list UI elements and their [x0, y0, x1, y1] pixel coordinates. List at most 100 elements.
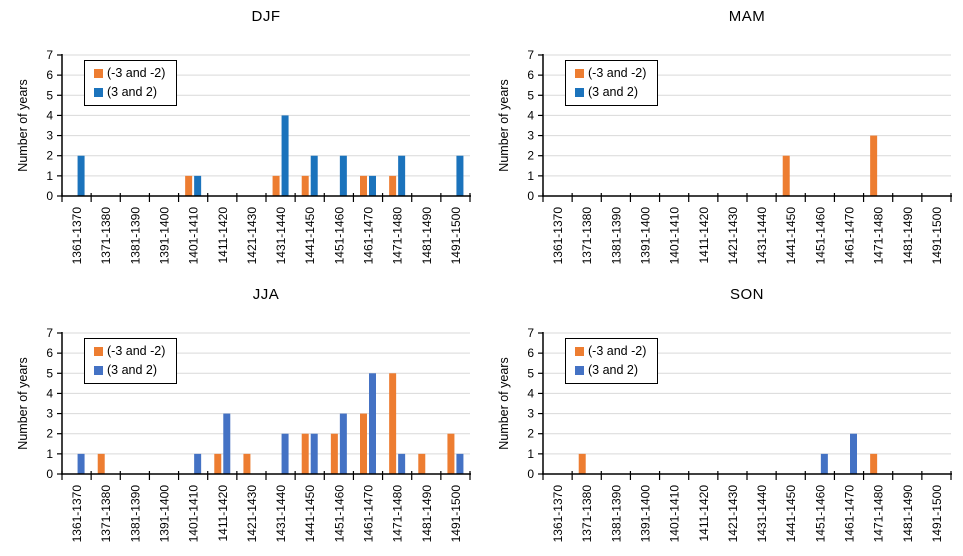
legend-label: (-3 and -2) — [588, 344, 647, 358]
y-tick-label: 0 — [527, 189, 534, 203]
x-tick-label: 1491-1500 — [930, 207, 944, 265]
legend-swatch-negative — [94, 68, 103, 78]
x-tick-label: 1371-1380 — [580, 207, 594, 265]
chart-title: MAM — [728, 8, 766, 25]
plot-area: 0 1 2 3 4 5 6 7 1361-1370 1371-1380 1381-1390 1391-… — [527, 326, 952, 543]
y-tick-label: 6 — [46, 68, 53, 82]
legend: (-3 and -2) (3 and 2) — [565, 338, 659, 384]
x-tick-label: 1491-1500 — [449, 207, 463, 265]
bar — [310, 155, 318, 196]
bar — [281, 433, 289, 474]
x-tick-label: 1411-1420 — [216, 485, 230, 542]
y-tick-label: 5 — [46, 88, 53, 102]
x-tick-label: 1381-1390 — [128, 207, 142, 265]
legend: (-3 and -2) (3 and 2) — [84, 60, 178, 106]
x-tick-label: 1401-1410 — [187, 207, 201, 265]
bar — [214, 453, 222, 474]
bar — [456, 155, 464, 196]
y-tick-label: 6 — [527, 346, 534, 360]
y-tick-label: 3 — [527, 407, 534, 421]
bar — [782, 155, 790, 196]
legend-item: (-3 and -2) — [575, 344, 646, 358]
x-tick-label: 1421-1430 — [245, 485, 259, 543]
bar — [339, 413, 347, 474]
x-tick-label: 1371-1380 — [99, 207, 113, 265]
x-tick-label: 1451-1460 — [332, 485, 346, 543]
legend-swatch-negative — [94, 346, 103, 356]
y-tick-label: 1 — [527, 447, 534, 461]
bar — [360, 413, 367, 474]
x-tick-label: 1391-1400 — [158, 207, 172, 265]
bar — [281, 115, 289, 196]
legend-swatch-positive — [575, 87, 584, 97]
x-tick-label: 1461-1470 — [362, 485, 376, 543]
y-tick-label: 6 — [46, 346, 53, 360]
y-tick-label: 6 — [527, 68, 534, 82]
y-tick-label: 1 — [527, 169, 534, 183]
legend-label: (-3 and -2) — [107, 66, 166, 80]
x-tick-label: 1471-1480 — [872, 207, 886, 265]
x-tick-label: 1481-1490 — [901, 485, 915, 543]
legend-swatch-positive — [94, 87, 103, 97]
x-tick-label: 1441-1450 — [784, 485, 798, 543]
x-tick-label: 1451-1460 — [813, 207, 827, 265]
y-tick-label: 4 — [46, 108, 53, 122]
y-tick-label: 2 — [527, 427, 534, 441]
x-tick-label: 1391-1400 — [639, 207, 653, 265]
x-tick-label: 1361-1370 — [70, 207, 84, 265]
y-tick-label: 0 — [46, 467, 53, 481]
bar — [310, 433, 318, 474]
bar — [389, 175, 397, 196]
chart-title: SON — [729, 286, 764, 303]
x-tick-label: 1431-1440 — [755, 207, 769, 265]
y-tick-label: 7 — [46, 48, 53, 62]
y-tick-label: 5 — [46, 366, 53, 380]
legend-item: (-3 and -2) — [575, 66, 646, 80]
bar — [398, 453, 406, 474]
bar — [97, 453, 105, 474]
bar — [301, 433, 309, 474]
x-tick-label: 1481-1490 — [901, 207, 915, 265]
legend-item: (-3 and -2) — [94, 344, 165, 358]
bar — [330, 433, 338, 474]
bar — [418, 453, 426, 474]
x-tick-label: 1481-1490 — [420, 207, 434, 265]
legend: (-3 and -2) (3 and 2) — [565, 60, 659, 106]
x-tick-label: 1421-1430 — [726, 207, 740, 265]
y-tick-label: 0 — [527, 467, 534, 481]
x-tick-label: 1431-1440 — [274, 207, 288, 265]
bar — [223, 413, 231, 474]
y-tick-label: 5 — [527, 366, 534, 380]
x-tick-label: 1381-1390 — [609, 207, 623, 265]
bar — [456, 453, 464, 474]
bar — [301, 175, 309, 196]
legend-item: (-3 and -2) — [94, 66, 165, 80]
y-tick-label: 4 — [527, 108, 534, 122]
x-tick-label: 1391-1400 — [158, 485, 172, 543]
bar — [398, 155, 406, 196]
bar — [339, 155, 347, 196]
bar — [578, 453, 586, 474]
x-tick-label: 1471-1480 — [391, 207, 405, 265]
bar — [369, 373, 376, 474]
x-tick-label: 1361-1370 — [551, 485, 565, 543]
legend-swatch-positive — [94, 365, 103, 375]
bar — [360, 175, 367, 196]
y-tick-label: 4 — [527, 386, 534, 400]
x-tick-label: 1381-1390 — [128, 485, 142, 543]
y-tick-label: 2 — [46, 149, 53, 163]
bar — [194, 175, 202, 196]
x-tick-label: 1431-1440 — [755, 485, 769, 543]
x-tick-label: 1411-1420 — [697, 485, 711, 542]
x-tick-label: 1461-1470 — [362, 207, 376, 265]
chart-panel-djf: DJF Number of years 0 1 2 3 4 5 6 7 1361-1370 137… — [0, 0, 481, 278]
bar — [194, 453, 202, 474]
y-tick-label: 0 — [46, 189, 53, 203]
x-tick-label: 1441-1450 — [303, 485, 317, 543]
bar — [870, 453, 878, 474]
chart-title: JJA — [252, 286, 280, 303]
x-tick-label: 1461-1470 — [843, 207, 857, 265]
plot-area: 0 1 2 3 4 5 6 7 1361-1370 1371-1380 1381-1390 1391-… — [46, 326, 471, 543]
x-tick-label: 1491-1500 — [449, 485, 463, 543]
